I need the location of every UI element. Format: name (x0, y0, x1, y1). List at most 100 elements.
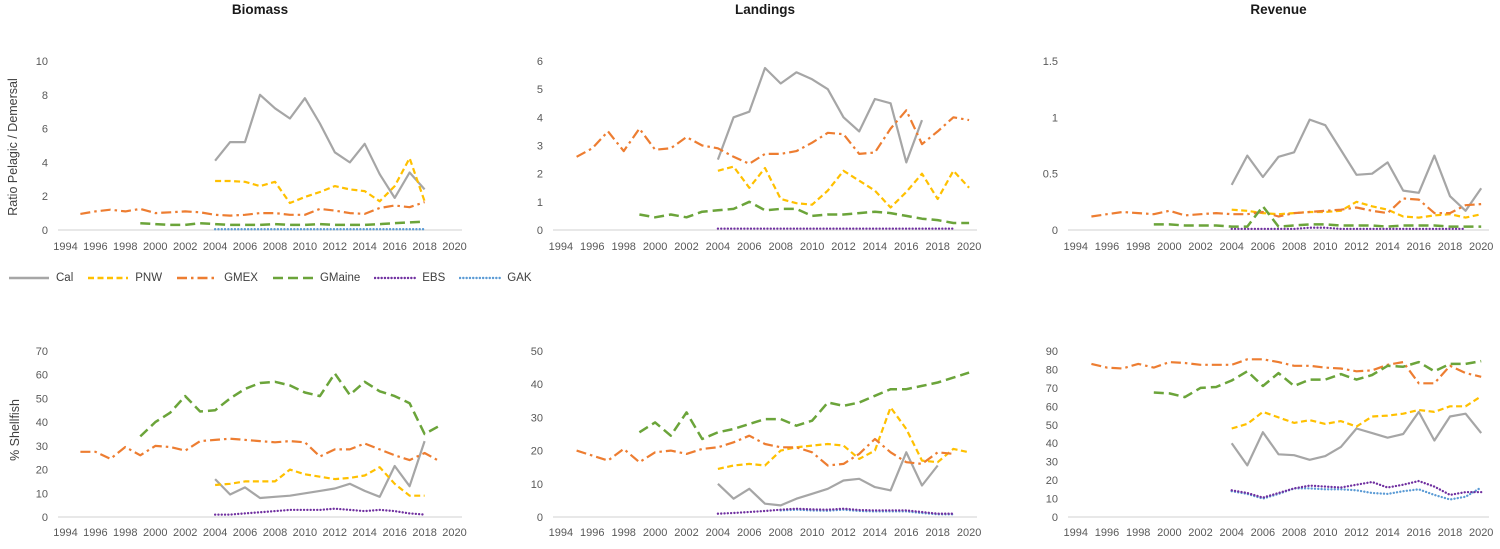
y-tick-label: 10 (1046, 494, 1058, 506)
x-tick-label: 2006 (1251, 527, 1275, 539)
x-tick-label: 2010 (293, 527, 317, 539)
y-tick-label: 0 (42, 512, 48, 524)
y-tick-label: 8 (42, 90, 48, 102)
x-tick-label: 2006 (233, 527, 257, 539)
x-tick-label: 2012 (323, 241, 347, 253)
column-title-landings: Landings (735, 2, 795, 17)
y-tick-label: 6 (42, 124, 48, 136)
x-tick-label: 2016 (1407, 241, 1431, 253)
x-tick-label: 2016 (894, 527, 918, 539)
x-tick-label: 2004 (706, 241, 730, 253)
x-tick-label: 1994 (53, 241, 77, 253)
chart-landings-ratio: 0 1 2 3 4 5 6 1994 1996 1998 2000 2002 2004 2006 2008 2… (500, 0, 1000, 258)
legend-item-gmex: GMEX (176, 272, 258, 284)
x-tick-label: 1994 (1064, 527, 1088, 539)
revenue-shellfish-plot-area: 0 10 20 30 40 50 60 70 80 90 1994 1996 1998 2000 2002 2… (1046, 346, 1494, 539)
x-tick-label: 2004 (1219, 527, 1243, 539)
chart-revenue-shellfish: 0 10 20 30 40 50 60 70 80 90 1994 1996 1998 2000 2002 2… (1000, 300, 1500, 549)
x-tick-label: 2020 (957, 241, 981, 253)
x-tick-label: 2002 (674, 527, 698, 539)
y-tick-label: 1.5 (1043, 56, 1058, 68)
series-line-cal (214, 440, 426, 500)
x-tick-label: 2000 (143, 527, 167, 539)
x-tick-label: 2014 (352, 527, 376, 539)
x-tick-label: 1994 (549, 527, 573, 539)
x-tick-label: 2018 (925, 241, 949, 253)
revenue-ratio-plot-area: 0 0.5 1 1.5 1994 1996 1998 2000 2002 2004 2006 2008… (1043, 56, 1494, 253)
y-tick-label: 10 (531, 479, 543, 491)
x-tick-label: 2016 (382, 241, 406, 253)
ebs-line-swatch-icon (374, 276, 417, 280)
y-tick-label: 40 (36, 417, 48, 429)
x-tick-label: 2000 (1157, 241, 1181, 253)
x-tick-label: 1996 (580, 241, 604, 253)
legend-item-gak: GAK (459, 272, 532, 284)
x-tick-label: 1994 (549, 241, 573, 253)
y-tick-label: 30 (531, 412, 543, 424)
legend-item-cal: Cal (8, 272, 73, 284)
y-tick-label: 50 (1046, 420, 1058, 432)
x-tick-label: 2020 (442, 527, 466, 539)
legend-item-ebs: EBS (374, 272, 445, 284)
gmaine-line-swatch-icon (272, 276, 313, 280)
series-line-pnw (215, 466, 425, 497)
series-line-pnw (717, 406, 970, 470)
x-tick-label: 2006 (233, 241, 257, 253)
y-tick-label: 5 (537, 84, 543, 96)
x-tick-label: 2018 (412, 241, 436, 253)
y-tick-label: 30 (36, 441, 48, 453)
x-tick-label: 1998 (611, 527, 635, 539)
legend-label: GAK (507, 272, 532, 284)
y-tick-label: 10 (36, 488, 48, 500)
x-tick-label: 2014 (352, 241, 376, 253)
y-tick-label: 1 (1052, 112, 1058, 124)
y-tick-label: 30 (1046, 457, 1058, 469)
y-tick-label: 10 (36, 56, 48, 68)
x-tick-label: 2004 (706, 527, 730, 539)
x-tick-label: 2014 (1375, 527, 1399, 539)
gmex-line-swatch-icon (177, 276, 218, 280)
y-tick-label: 0 (537, 225, 543, 237)
series-line-cal (214, 93, 426, 199)
x-tick-label: 1994 (53, 527, 77, 539)
cal-line-swatch-icon (9, 276, 49, 280)
y-tick-label: 3 (537, 141, 543, 153)
y-tick-label: 0 (42, 225, 48, 237)
x-tick-label: 2010 (800, 527, 824, 539)
x-tick-label: 2006 (737, 527, 761, 539)
series-line-pnw (215, 157, 426, 205)
x-tick-label: 1994 (1064, 241, 1088, 253)
y-tick-label: 4 (42, 157, 48, 169)
x-tick-label: 2004 (1219, 241, 1243, 253)
x-tick-label: 2018 (1438, 527, 1462, 539)
x-tick-label: 1996 (1095, 527, 1119, 539)
series-line-gmex (1091, 358, 1482, 385)
y-tick-label: 0 (1052, 512, 1058, 524)
series-line-gmaine (639, 200, 970, 225)
x-tick-label: 2000 (143, 241, 167, 253)
x-tick-label: 2004 (203, 241, 227, 253)
x-tick-label: 2016 (382, 527, 406, 539)
x-tick-label: 2002 (173, 241, 197, 253)
x-tick-label: 1998 (1126, 527, 1150, 539)
x-tick-label: 2012 (1344, 527, 1368, 539)
y-tick-label: 0 (537, 512, 543, 524)
series-line-gmex (80, 201, 425, 217)
x-tick-label: 2004 (203, 527, 227, 539)
legend: Cal PNW GMEX GMaine EBS GAK (8, 268, 532, 288)
x-tick-label: 2018 (925, 527, 949, 539)
series-line-cal (716, 66, 924, 164)
x-tick-label: 2008 (1282, 527, 1306, 539)
x-tick-label: 2002 (674, 241, 698, 253)
x-tick-label: 2012 (1344, 241, 1368, 253)
legend-label: GMEX (224, 272, 258, 284)
x-tick-label: 2012 (831, 241, 855, 253)
y-tick-label: 0.5 (1043, 169, 1058, 181)
y-tick-label: 6 (537, 56, 543, 68)
x-tick-label: 2014 (863, 527, 887, 539)
y-tick-label: 20 (1046, 475, 1058, 487)
y-tick-label: 20 (36, 465, 48, 477)
x-tick-label: 2016 (894, 241, 918, 253)
y-tick-label: 90 (1046, 346, 1058, 358)
